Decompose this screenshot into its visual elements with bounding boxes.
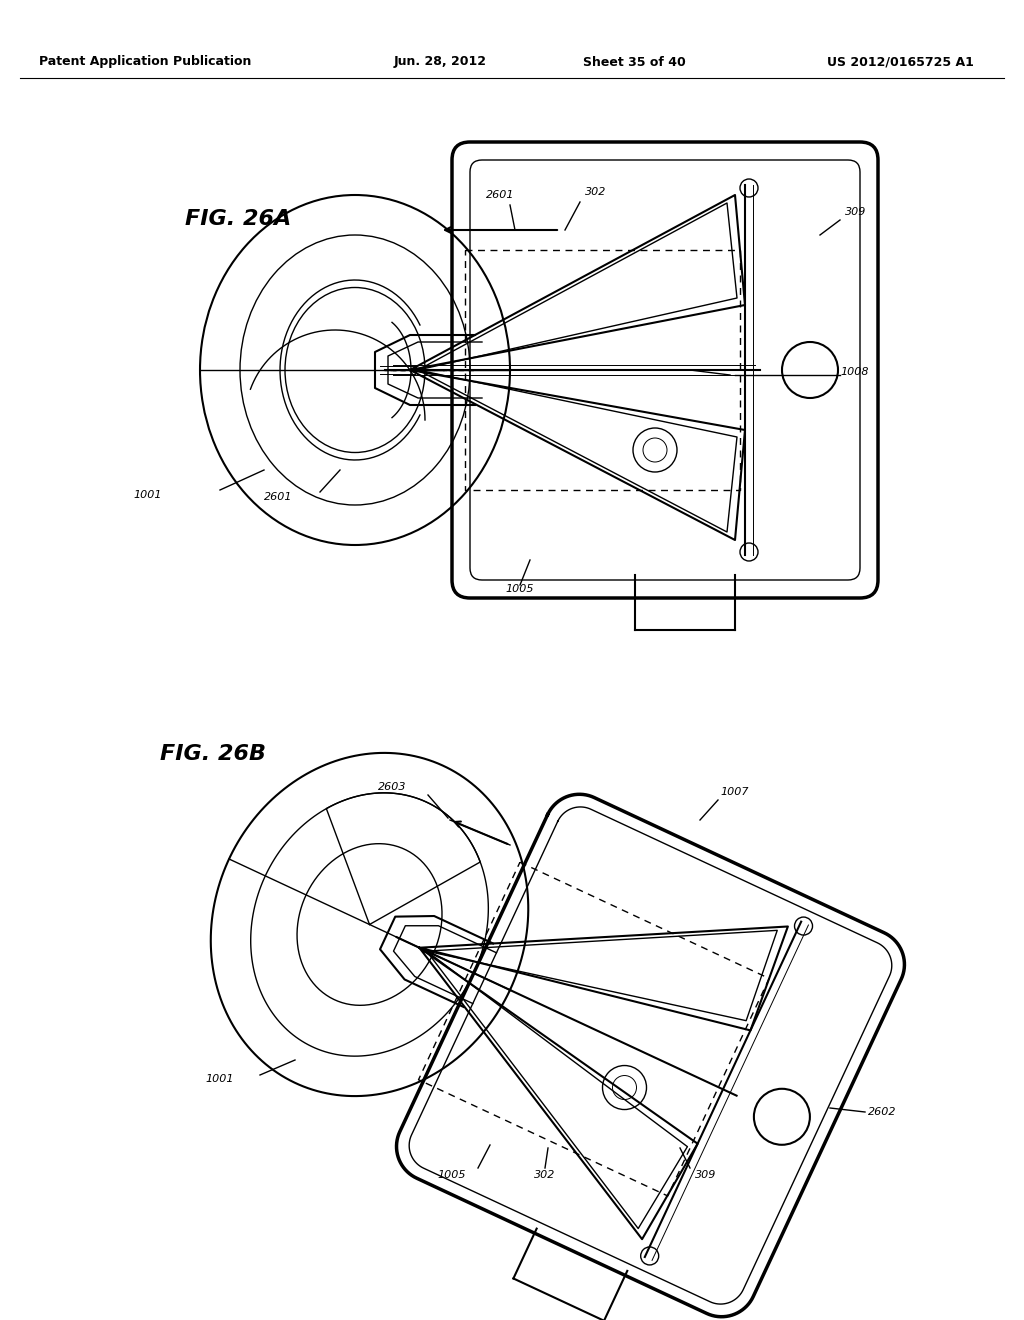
Text: 2601: 2601 bbox=[264, 492, 292, 502]
Text: 1005: 1005 bbox=[437, 1170, 466, 1180]
Text: 1001: 1001 bbox=[134, 490, 162, 500]
Text: 1005: 1005 bbox=[506, 583, 535, 594]
Text: FIG. 26B: FIG. 26B bbox=[160, 744, 266, 764]
Text: Patent Application Publication: Patent Application Publication bbox=[39, 55, 251, 69]
Text: 302: 302 bbox=[535, 1170, 556, 1180]
Text: 309: 309 bbox=[845, 207, 866, 216]
Text: Sheet 35 of 40: Sheet 35 of 40 bbox=[583, 55, 685, 69]
Text: 309: 309 bbox=[695, 1170, 717, 1180]
Text: Jun. 28, 2012: Jun. 28, 2012 bbox=[393, 55, 486, 69]
Text: US 2012/0165725 A1: US 2012/0165725 A1 bbox=[826, 55, 974, 69]
Text: 2602: 2602 bbox=[868, 1107, 896, 1117]
Text: 1008: 1008 bbox=[840, 367, 868, 378]
Text: 2601: 2601 bbox=[485, 190, 514, 201]
Text: FIG. 26A: FIG. 26A bbox=[185, 209, 291, 228]
Text: 2603: 2603 bbox=[378, 781, 407, 792]
Text: 302: 302 bbox=[585, 187, 606, 197]
Text: 1007: 1007 bbox=[720, 787, 749, 797]
Text: 1001: 1001 bbox=[206, 1074, 234, 1084]
